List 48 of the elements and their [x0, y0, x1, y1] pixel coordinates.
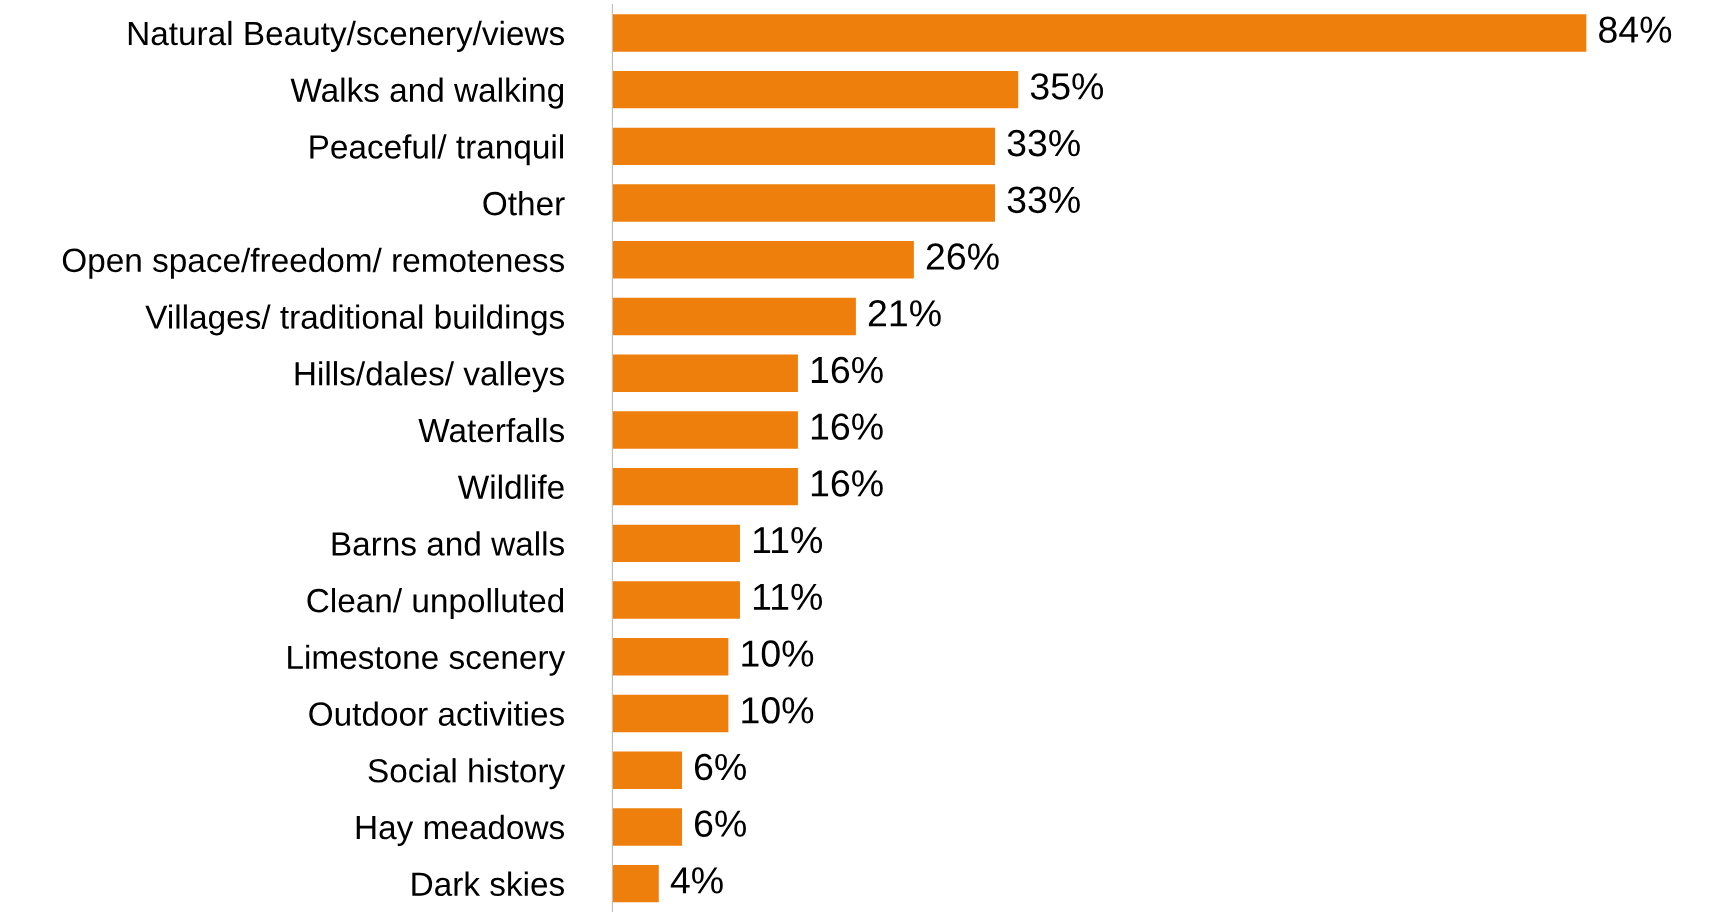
bar	[612, 864, 659, 903]
bar	[612, 808, 682, 846]
bar	[612, 411, 798, 449]
y-tick-label: Barns and walls	[332, 531, 565, 556]
data-label: 33%	[1007, 186, 1080, 214]
y-tick-label: Hills/dales/ valleys	[295, 361, 564, 393]
data-label: 11%	[753, 583, 823, 610]
data-label: 26%	[926, 243, 999, 270]
y-tick-label: Natural Beauty/scenery/views	[128, 20, 565, 52]
data-label: 10%	[742, 697, 814, 724]
bar	[612, 70, 1019, 109]
y-tick-label: Wildlife	[457, 474, 564, 500]
data-label: 6%	[695, 753, 746, 781]
y-tick-label: Peaceful/ tranquil	[310, 134, 563, 166]
bar	[612, 467, 798, 506]
y-tick-label: Open space/freedom/ remoteness	[62, 247, 565, 279]
data-label: 33%	[1007, 129, 1080, 157]
data-label: 84%	[1599, 16, 1672, 43]
bar	[612, 297, 856, 336]
bar	[612, 694, 729, 733]
y-tick-label: Dark skies	[412, 871, 564, 897]
y-tick-label: Walks and walking	[290, 77, 564, 109]
data-label: 4%	[670, 867, 723, 894]
y-tick-label: Limestone scenery	[288, 644, 566, 676]
data-label: 16%	[811, 413, 883, 440]
y-tick-label: Outdoor activities	[309, 701, 565, 726]
bar	[612, 241, 914, 279]
data-label: 6%	[695, 810, 746, 837]
data-label: 35%	[1030, 73, 1104, 100]
bar	[612, 751, 682, 789]
data-label: 21%	[868, 300, 941, 327]
bar	[612, 184, 996, 222]
bar	[612, 354, 798, 392]
y-tick-label: Waterfalls	[418, 417, 564, 443]
y-tick-label: Clean/ unpolluted	[307, 587, 564, 620]
y-tick-label: Villages/ traditional buildings	[145, 304, 565, 336]
data-label: 10%	[742, 640, 814, 667]
bar	[612, 638, 729, 676]
y-tick-label: Other	[483, 190, 565, 216]
bar	[612, 524, 740, 563]
bar	[612, 14, 1587, 52]
bar	[612, 581, 740, 619]
data-label: 16%	[811, 470, 883, 497]
data-label: 11%	[753, 527, 823, 554]
data-label: 16%	[811, 356, 883, 384]
y-tick-label: Hay meadows	[356, 814, 565, 846]
y-tick-label: Social history	[368, 758, 566, 790]
bar	[612, 127, 996, 166]
